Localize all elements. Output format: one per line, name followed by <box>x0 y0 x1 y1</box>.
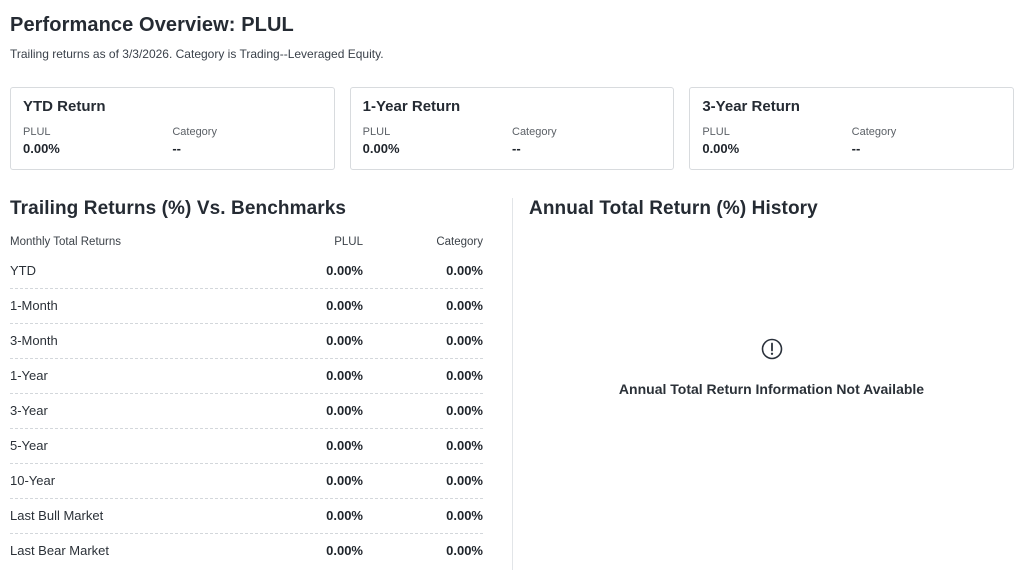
table-row: 3-Month 0.00% 0.00% <box>10 324 483 359</box>
not-available-message: Annual Total Return Information Not Avai… <box>618 381 925 397</box>
not-available-block: Annual Total Return Information Not Avai… <box>529 338 1014 397</box>
row-plul-value: 0.00% <box>326 298 363 313</box>
row-label: 1-Month <box>10 298 58 313</box>
table-row: Last Bull Market 0.00% 0.00% <box>10 499 483 534</box>
row-category-value: 0.00% <box>446 438 483 453</box>
table-header-row: Monthly Total Returns PLUL Category <box>10 236 483 254</box>
row-plul-value: 0.00% <box>326 403 363 418</box>
card-title: YTD Return <box>23 98 106 115</box>
column-header-category: Category <box>436 236 483 248</box>
row-label: 3-Year <box>10 403 48 418</box>
row-category-value: 0.00% <box>446 333 483 348</box>
fund-label: PLUL <box>23 126 51 138</box>
annual-history-title: Annual Total Return (%) History <box>529 198 818 219</box>
page-title: Performance Overview: PLUL <box>10 14 294 36</box>
row-category-value: 0.00% <box>446 508 483 523</box>
column-header-monthly-total-returns: Monthly Total Returns <box>10 236 122 248</box>
category-label: Category <box>851 126 897 138</box>
three-year-return-card: 3-Year Return PLUL 0.00% Category -- <box>689 87 1015 170</box>
row-label: Last Bear Market <box>10 543 109 558</box>
fund-value: 0.00% <box>702 141 740 156</box>
exclamation-circle-icon <box>761 338 783 365</box>
page-subtitle: Trailing returns as of 3/3/2026. Categor… <box>10 47 384 61</box>
fund-label: PLUL <box>702 126 730 138</box>
row-label: 5-Year <box>10 438 48 453</box>
row-plul-value: 0.00% <box>326 368 363 383</box>
row-label: YTD <box>10 263 36 278</box>
trailing-returns-title: Trailing Returns (%) Vs. Benchmarks <box>10 198 347 219</box>
card-title: 3-Year Return <box>702 98 800 115</box>
category-value: -- <box>512 141 521 156</box>
category-label: Category <box>172 126 217 138</box>
row-label: 10-Year <box>10 473 56 488</box>
one-year-return-card: 1-Year Return PLUL 0.00% Category -- <box>349 87 675 170</box>
row-category-value: 0.00% <box>446 473 483 488</box>
row-category-value: 0.00% <box>446 543 483 558</box>
table-row: 1-Month 0.00% 0.00% <box>10 289 483 324</box>
trailing-returns-section: Trailing Returns (%) Vs. Benchmarks Mont… <box>10 198 483 570</box>
row-label: 1-Year <box>10 368 48 383</box>
row-category-value: 0.00% <box>446 403 483 418</box>
category-value: -- <box>172 141 181 156</box>
row-plul-value: 0.00% <box>326 508 363 523</box>
row-plul-value: 0.00% <box>326 473 363 488</box>
row-category-value: 0.00% <box>446 368 483 383</box>
row-label: Last Bull Market <box>10 508 104 523</box>
row-category-value: 0.00% <box>446 263 483 278</box>
ytd-return-card: YTD Return PLUL 0.00% Category -- <box>10 87 335 170</box>
column-header-plul: PLUL <box>334 236 363 248</box>
row-plul-value: 0.00% <box>326 333 363 348</box>
fund-value: 0.00% <box>362 141 400 156</box>
table-row: 3-Year 0.00% 0.00% <box>10 394 483 429</box>
table-row: 5-Year 0.00% 0.00% <box>10 429 483 464</box>
fund-label: PLUL <box>362 126 391 138</box>
card-title: 1-Year Return <box>362 98 461 115</box>
fund-value: 0.00% <box>23 141 60 156</box>
table-row: 1-Year 0.00% 0.00% <box>10 359 483 394</box>
main-content: Trailing Returns (%) Vs. Benchmarks Mont… <box>10 198 1014 570</box>
category-value: -- <box>851 141 861 156</box>
row-label: 3-Month <box>10 333 58 348</box>
summary-cards-row: YTD Return PLUL 0.00% Category -- 1-Year… <box>10 87 1015 170</box>
annual-history-section: Annual Total Return (%) History Annual T… <box>512 198 1014 570</box>
table-row: YTD 0.00% 0.00% <box>10 254 483 289</box>
table-row: Last Bear Market 0.00% 0.00% <box>10 534 483 568</box>
row-category-value: 0.00% <box>446 298 483 313</box>
row-plul-value: 0.00% <box>326 438 363 453</box>
row-plul-value: 0.00% <box>326 543 363 558</box>
category-label: Category <box>512 126 557 138</box>
row-plul-value: 0.00% <box>326 263 363 278</box>
table-row: 10-Year 0.00% 0.00% <box>10 464 483 499</box>
